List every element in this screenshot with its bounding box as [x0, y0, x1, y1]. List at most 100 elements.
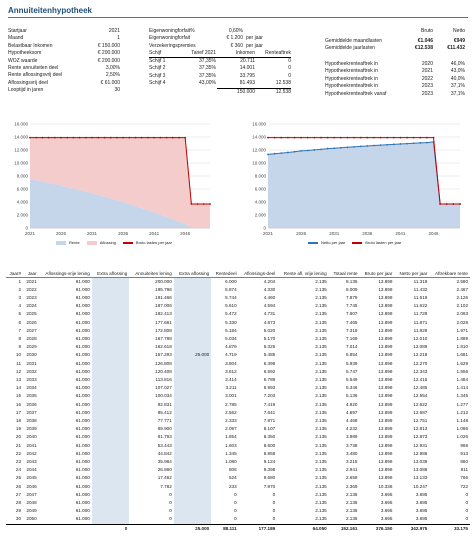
table-cell[interactable] — [173, 326, 212, 335]
forfait-value[interactable]: € 1.200 — [226, 35, 243, 42]
table-cell[interactable] — [173, 474, 212, 483]
table-cell: 2.063 — [456, 311, 469, 317]
table-cell[interactable] — [173, 507, 212, 516]
table-cell: 61.793 — [157, 434, 172, 440]
param-value[interactable]: 30 — [114, 87, 120, 94]
table-cell[interactable] — [91, 433, 130, 442]
table-cell[interactable] — [91, 367, 130, 376]
table-cell[interactable] — [173, 408, 212, 417]
param-value[interactable]: 2021 — [108, 28, 120, 34]
table-cell[interactable] — [91, 408, 130, 417]
param-value[interactable]: 2,50% — [105, 72, 120, 79]
netto-point — [412, 142, 415, 145]
table-cell[interactable] — [91, 375, 130, 385]
table-cell: 0 — [465, 491, 468, 497]
table-cell: 9 — [18, 344, 22, 350]
table-cell: 61.000 — [75, 294, 90, 300]
table-cell: 6.789 — [263, 376, 276, 382]
param-label: Rente aflossingsvrij deel — [8, 72, 63, 79]
table-cell[interactable] — [173, 293, 212, 303]
table-cell[interactable] — [173, 310, 212, 319]
table-cell[interactable] — [173, 466, 212, 475]
table-cell[interactable] — [173, 375, 212, 385]
bruto-point — [353, 136, 355, 139]
table-cell[interactable] — [173, 277, 212, 286]
y-tick-label: 10.000 — [14, 161, 28, 166]
table-cell[interactable] — [91, 334, 130, 344]
table-cell[interactable] — [173, 343, 212, 352]
table-cell[interactable] — [173, 482, 212, 491]
table-cell[interactable] — [91, 457, 130, 467]
table-cell[interactable] — [173, 425, 212, 434]
param-value[interactable]: 3,00% — [105, 65, 120, 71]
table-cell: 16 — [15, 401, 22, 407]
table-cell: 2.562 — [225, 409, 237, 415]
table-cell[interactable] — [173, 441, 212, 450]
table-cell[interactable] — [91, 318, 130, 327]
table-cell[interactable] — [173, 285, 212, 294]
table-cell[interactable] — [91, 498, 130, 508]
table-cell[interactable]: 25.000 — [173, 351, 212, 360]
table-cell[interactable] — [91, 425, 130, 434]
table-cell[interactable] — [91, 449, 130, 458]
table-cell[interactable] — [173, 433, 212, 442]
table-cell[interactable] — [91, 490, 130, 499]
param-value[interactable]: € 150.000 — [97, 42, 120, 49]
table-cell[interactable] — [91, 302, 130, 311]
param-value[interactable]: € 200.000 — [97, 57, 120, 64]
table-cell[interactable] — [91, 285, 130, 294]
table-cell[interactable] — [91, 310, 130, 319]
param-value[interactable]: € 61.000 — [100, 79, 120, 86]
table-cell[interactable] — [91, 326, 130, 335]
table-cell: 162.618 — [155, 344, 172, 350]
table-cell[interactable] — [173, 384, 212, 393]
schijf-total: 150.000 — [236, 88, 255, 95]
table-cell: 8.600 — [263, 442, 276, 448]
table-cell: 6.000 — [225, 278, 237, 284]
param-value[interactable]: € 200.000 — [97, 50, 120, 57]
table-cell[interactable] — [173, 449, 212, 458]
table-cell[interactable] — [173, 302, 212, 311]
netto-point — [379, 144, 382, 147]
table-cell[interactable] — [173, 457, 212, 467]
table-cell: 1.681 — [456, 352, 469, 358]
aftrek-year: 2022 — [421, 75, 433, 82]
table-cell[interactable] — [91, 392, 130, 401]
param-value[interactable]: 1 — [117, 35, 120, 42]
table-cell[interactable] — [173, 416, 212, 426]
table-cell[interactable] — [91, 351, 130, 360]
table-cell[interactable] — [173, 318, 212, 327]
table-cell[interactable] — [91, 441, 130, 450]
table-cell[interactable] — [91, 400, 130, 409]
table-cell[interactable] — [91, 277, 130, 286]
table-cell[interactable] — [173, 515, 212, 525]
forfait-value[interactable]: € 360 — [230, 42, 243, 49]
table-cell[interactable] — [173, 392, 212, 401]
table-cell[interactable] — [91, 384, 130, 393]
table-cell[interactable] — [173, 367, 212, 376]
table-cell[interactable] — [173, 400, 212, 409]
table-cell[interactable] — [173, 359, 212, 368]
table-cell: 2.135 — [315, 344, 327, 350]
table-cell[interactable] — [173, 334, 212, 344]
table-cell: 30 — [15, 516, 22, 522]
table-cell[interactable] — [173, 498, 212, 508]
schijf-cell: 37,35% — [199, 72, 216, 79]
table-cell[interactable] — [91, 416, 130, 426]
table-cell[interactable] — [91, 474, 130, 483]
bruto-point — [306, 136, 309, 139]
table-cell[interactable] — [91, 482, 130, 491]
table-cell: 10.247 — [413, 483, 428, 489]
input-parameters: Startjaar 2021 Maand 1 Belastbaar Inkomen € 1… — [8, 28, 120, 98]
table-cell[interactable] — [91, 293, 130, 303]
table-cell[interactable] — [91, 359, 130, 368]
bruto-point — [392, 136, 395, 139]
table-cell[interactable] — [91, 343, 130, 352]
table-cell[interactable] — [173, 490, 212, 499]
bruto-point — [128, 136, 131, 139]
table-cell[interactable] — [91, 466, 130, 475]
forfait-value[interactable]: 0,60% — [228, 28, 243, 34]
table-cell[interactable] — [91, 507, 130, 516]
table-cell[interactable] — [91, 515, 130, 525]
x-tick-label: 2046 — [429, 231, 440, 236]
